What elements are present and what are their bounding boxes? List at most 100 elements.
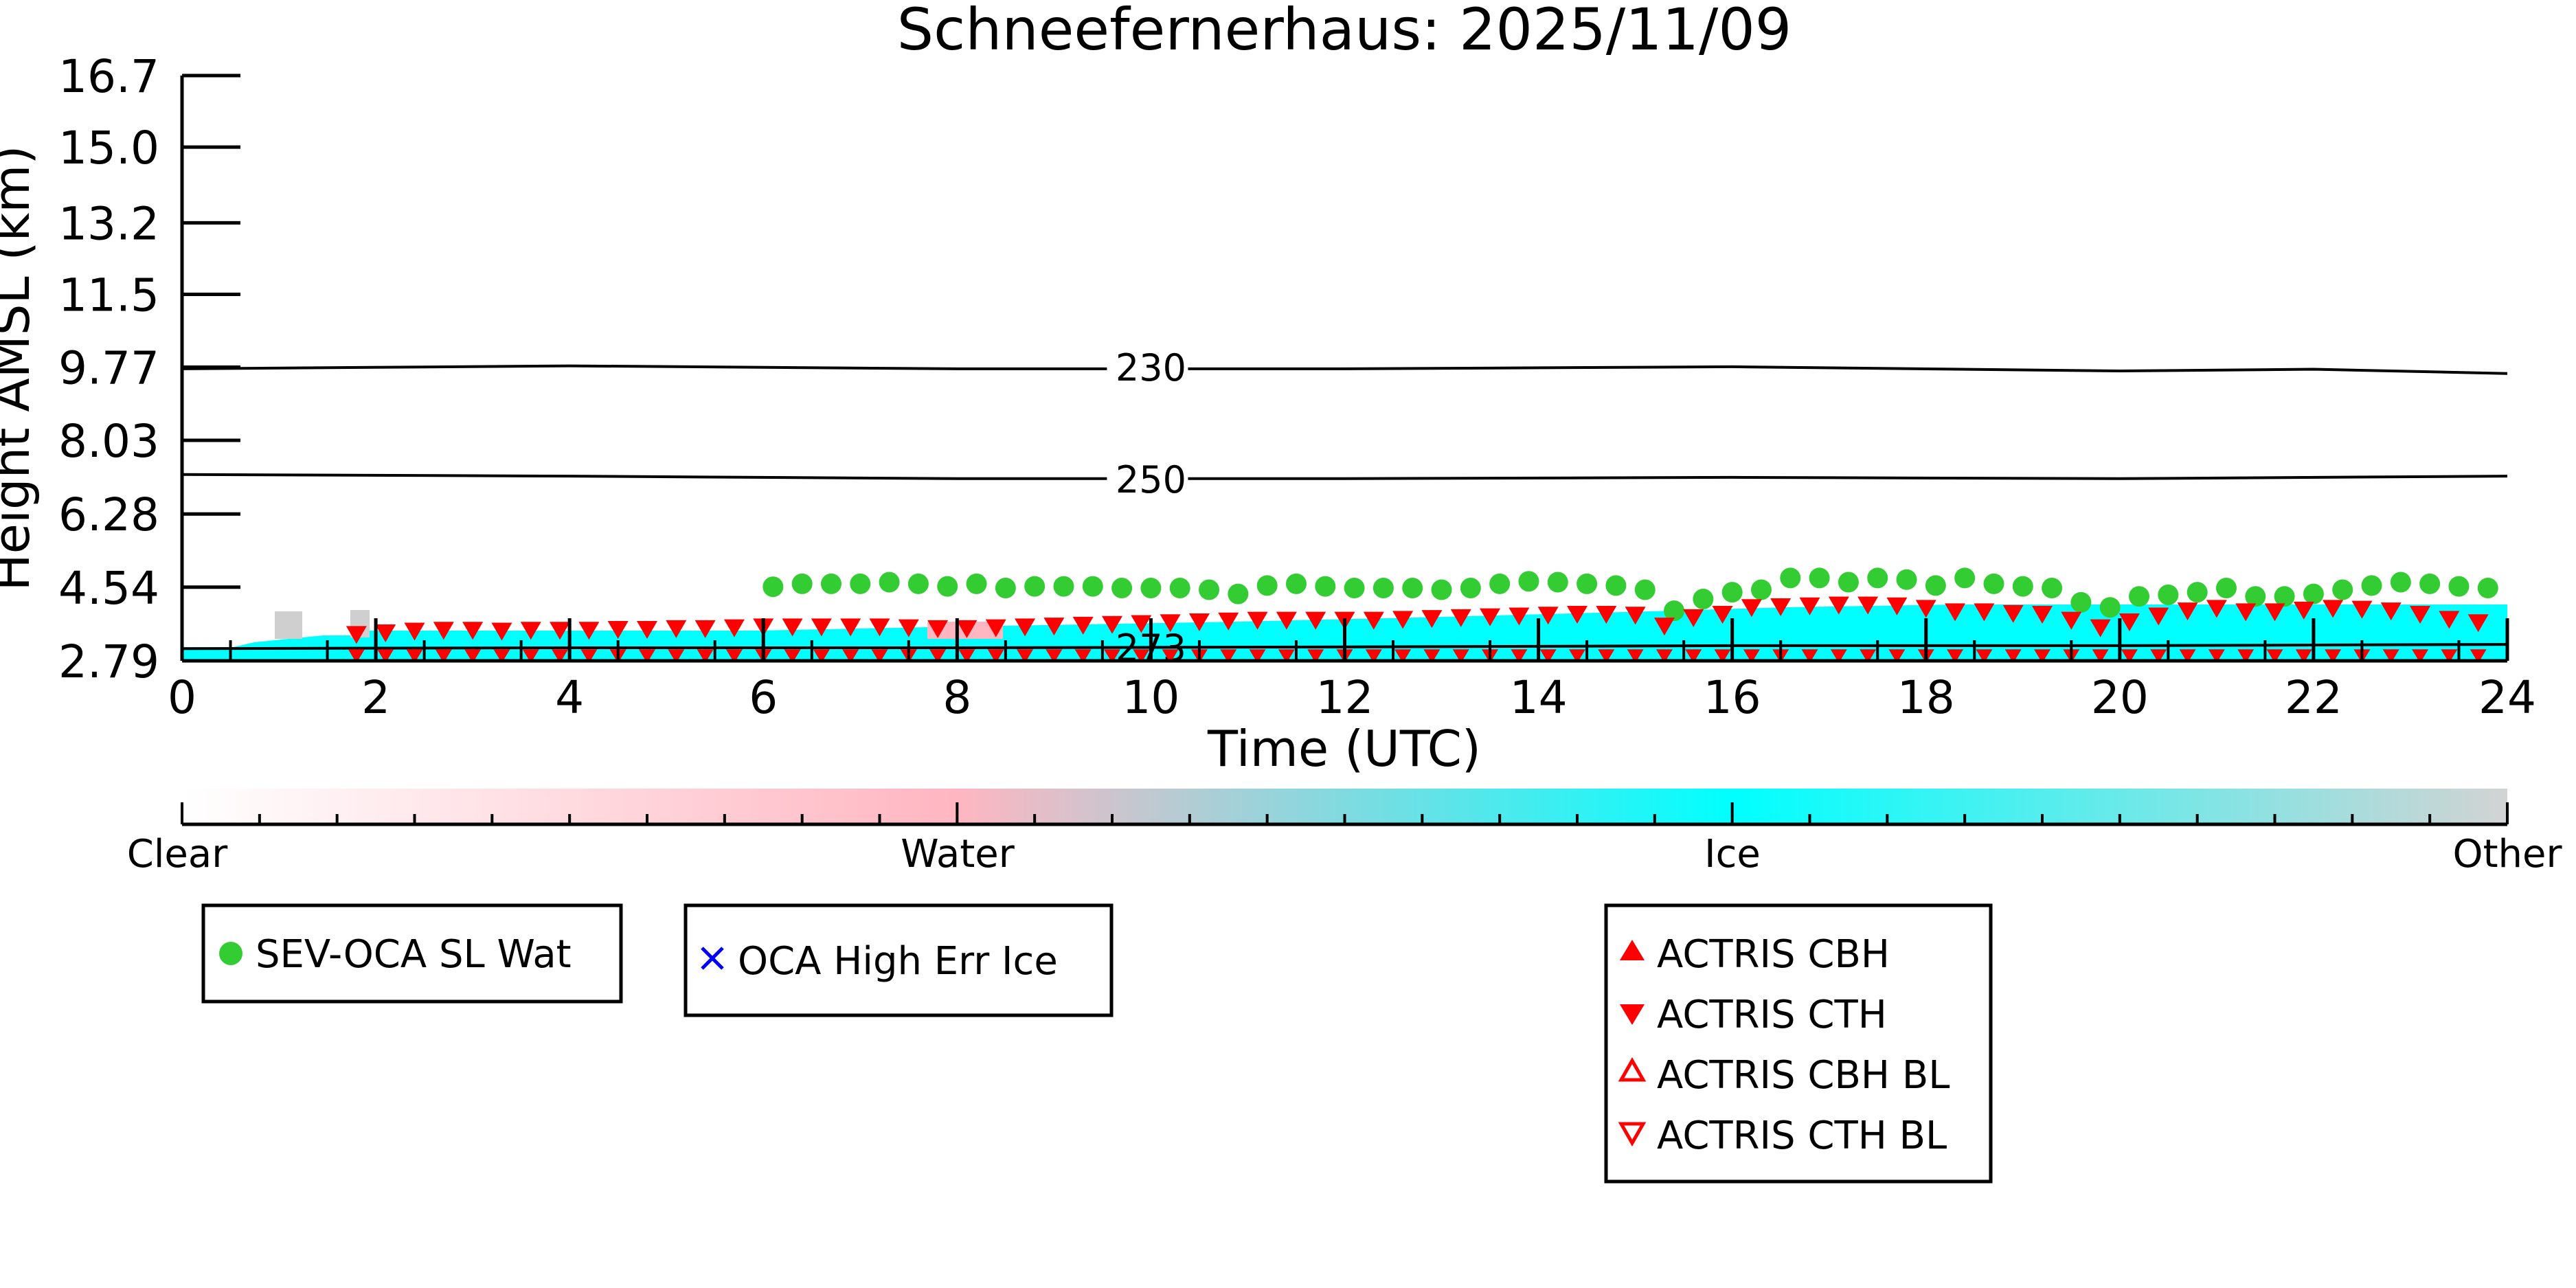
sev-oca-point [2070, 591, 2092, 613]
x-ticks: 0 2 4 6 8 10 12 14 16 18 20 22 24 [168, 618, 2536, 724]
contour-label-bg [1107, 346, 1188, 385]
sev-oca-point [2042, 578, 2063, 599]
x-tick-label: 22 [2285, 671, 2342, 724]
actris-cth-point [927, 620, 949, 638]
x-tick-label: 0 [168, 671, 196, 724]
actris-cth-low-point [639, 649, 655, 661]
actris-cth-low-point [668, 649, 685, 661]
sev-oca-point [1082, 576, 1103, 597]
actris-cth-low-point [1947, 649, 1964, 661]
actris-cth-low-point [2179, 649, 2196, 661]
actris-cth-low-point [2295, 649, 2312, 661]
sev-oca-point [1053, 576, 1074, 597]
actris-cth-point [2090, 619, 2111, 637]
y-tick-label: 11.5 [58, 269, 159, 322]
x-tick-label: 18 [1897, 671, 1955, 724]
legend-label: OCA High Err Ice [738, 939, 1058, 984]
x-tick-label: 16 [1704, 671, 1761, 724]
actris-cth-low-point [1452, 649, 1469, 661]
actris-cth-point [1770, 598, 1792, 616]
actris-cth-low-point [958, 649, 975, 661]
legend-label: ACTRIS CTH BL [1657, 1114, 1947, 1158]
sev-oca-point [1402, 578, 1423, 599]
sev-oca-point [1460, 578, 1481, 599]
sev-oca-point [1140, 578, 1162, 599]
actris-cth-point [1683, 609, 1704, 627]
y-tick-label: 15.0 [58, 122, 159, 174]
other-region [275, 611, 302, 639]
actris-cth-point [1857, 596, 1879, 615]
actris-cth-point [346, 626, 367, 644]
actris-cth-point [1653, 618, 1675, 636]
actris-cth-point [491, 622, 512, 641]
actris-cth-point [1915, 600, 1936, 618]
actris-cth-point [550, 622, 571, 640]
actris-cth-point [1537, 607, 1559, 625]
actris-cth-low-point [377, 649, 394, 661]
actris-cth-low-point [1074, 649, 1092, 661]
sev-oca-point [1925, 575, 1946, 596]
legend-label: ACTRIS CTH [1657, 993, 1887, 1037]
legend-frame [1604, 903, 1993, 1184]
sev-oca-point [2332, 579, 2353, 600]
actris-cth-low-point [493, 649, 510, 661]
y-ticks: 2.79 4.54 6.28 8.03 9.77 11.5 13.2 15.0 16.7 [58, 50, 240, 688]
actris-cth-low-point [1976, 649, 1993, 661]
sev-oca-point [2187, 582, 2208, 603]
actris-cth-point [1945, 603, 1966, 622]
sev-oca-point [1983, 573, 2004, 594]
contour-label: 250 [1116, 458, 1186, 501]
sev-oca-point [2303, 583, 2324, 605]
x-tick-label: 20 [2091, 671, 2149, 724]
actris-cth-point [956, 620, 978, 638]
actris-cth-low-point [435, 649, 452, 661]
x-tick-label: 2 [361, 671, 390, 724]
sev-oca-point [1431, 579, 1452, 600]
sev-oca-point [2158, 584, 2179, 605]
sev-oca-point [2215, 578, 2237, 599]
actris-cth-point [1305, 611, 1326, 630]
actris-cth-low-point [2412, 649, 2429, 661]
actris-cth-point [723, 619, 745, 637]
actris-cth-point [782, 618, 803, 637]
actris-cth-low-point [1046, 649, 1063, 661]
sev-oca-point [1111, 578, 1133, 599]
sev-oca-point [1780, 567, 1801, 589]
actris-cth-low-point [2121, 649, 2138, 661]
colorbar-label-water: Water [901, 832, 1015, 877]
data-marks [346, 567, 2498, 661]
y-tick-label: 9.77 [58, 341, 159, 394]
actris-cth-point [1102, 615, 1122, 634]
sev-oca-point [2419, 573, 2441, 594]
sev-oca-point [995, 578, 1016, 599]
actris-cth-point [1247, 611, 1268, 630]
actris-cth-point [1596, 606, 1617, 624]
actris-cth-point [1828, 596, 1849, 615]
actris-cth-point [666, 620, 687, 638]
actris-cth-point [1509, 607, 1530, 626]
actris-cth-point [2061, 611, 2082, 630]
actris-cth-low-point [1017, 649, 1034, 661]
sev-oca-point [1372, 578, 1394, 599]
actris-cth-low-point [1220, 649, 1237, 661]
actris-cth-low-point [697, 649, 714, 661]
sev-oca-point [2274, 586, 2295, 607]
actris-cth-low-point [522, 649, 539, 661]
sev-oca-point [1750, 579, 1772, 600]
actris-cth-low-point [2325, 649, 2342, 661]
y-tick-label: 4.54 [58, 562, 159, 615]
sev-oca-point [2477, 578, 2498, 599]
actris-cth-point [578, 622, 600, 640]
actris-cth-point [1625, 607, 1646, 625]
actris-cth-point [520, 622, 541, 640]
actris-cth-low-point [1569, 649, 1585, 661]
actris-cth-low-point [987, 649, 1004, 661]
x-tick-label: 6 [749, 671, 778, 724]
legend-marker-triangle-down-open [1618, 1122, 1647, 1147]
y-tick-label: 8.03 [58, 415, 159, 468]
actris-cth-point [1276, 611, 1297, 630]
actris-cth-low-point [1685, 649, 1702, 661]
sev-oca-point [1489, 573, 1511, 594]
legend-label: SEV-OCA SL Wat [256, 932, 572, 977]
